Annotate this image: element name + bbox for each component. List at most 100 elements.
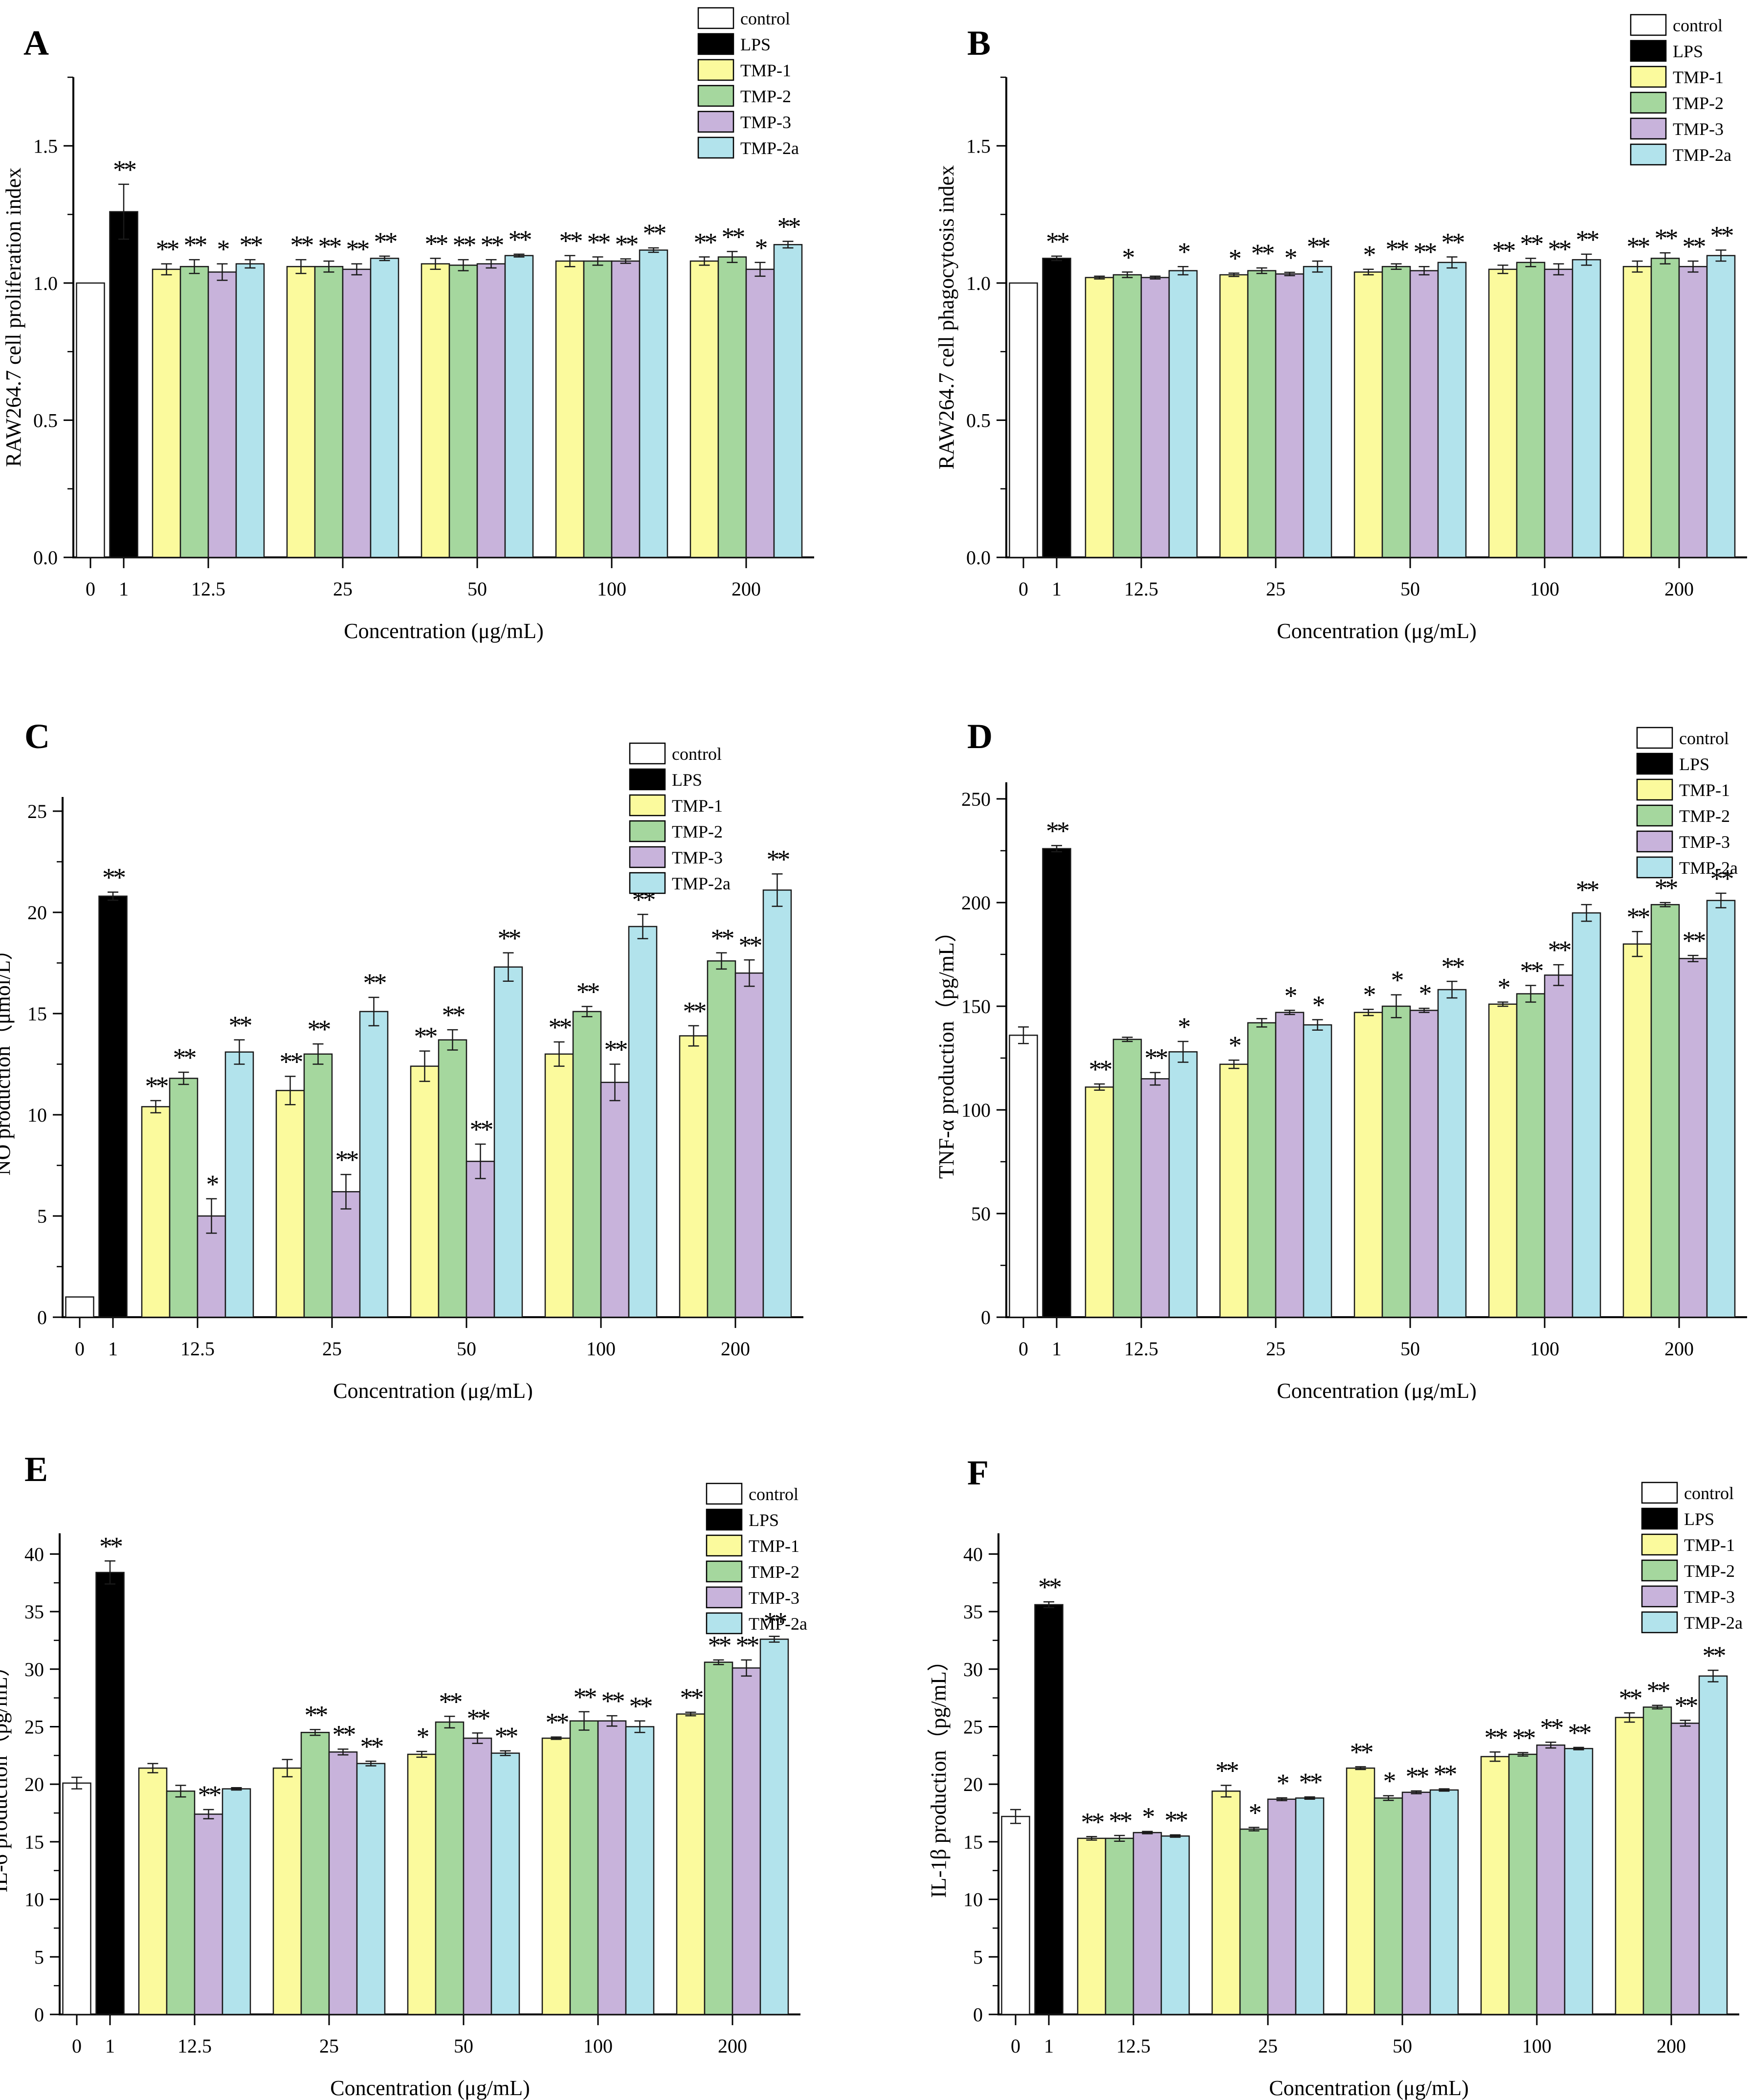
significance-label: ** bbox=[767, 844, 790, 874]
bar-TMP-2 bbox=[717, 256, 747, 558]
legend-swatch-TMP-1 bbox=[697, 59, 734, 81]
significance-label: ** bbox=[1441, 952, 1464, 981]
legend-swatch-TMP-2a bbox=[697, 136, 734, 159]
y-tick-label: 15 bbox=[24, 1831, 44, 1853]
significance-label: ** bbox=[1710, 221, 1733, 250]
significance-label: * bbox=[217, 235, 229, 264]
x-tick-label: 100 bbox=[586, 1338, 616, 1360]
bar-TMP-2a bbox=[1168, 1051, 1198, 1318]
bar-TMP-1 bbox=[1219, 274, 1249, 558]
significance-label: ** bbox=[587, 228, 610, 257]
x-tick-label: 25 bbox=[333, 578, 353, 600]
bar-TMP-1 bbox=[689, 260, 719, 558]
legend-swatch-control bbox=[629, 742, 666, 765]
legend-label: TMP-3 bbox=[1673, 119, 1724, 139]
significance-label: ** bbox=[1548, 935, 1571, 965]
panel-letter: B bbox=[967, 23, 991, 63]
legend-label: TMP-2a bbox=[749, 1614, 807, 1634]
significance-label: * bbox=[1178, 1012, 1190, 1041]
x-tick-label: 100 bbox=[1522, 2035, 1552, 2057]
x-tick-label: 0 bbox=[1011, 2035, 1020, 2057]
significance-label: ** bbox=[173, 1043, 196, 1072]
bar-TMP-2a bbox=[628, 926, 658, 1318]
legend-swatch-LPS bbox=[1630, 40, 1667, 62]
legend-label: TMP-1 bbox=[749, 1536, 799, 1556]
x-axis-title: Concentration (μg/mL) bbox=[333, 1379, 532, 1400]
x-tick-label: 200 bbox=[1664, 1338, 1694, 1360]
x-tick-label: 12.5 bbox=[177, 2035, 212, 2057]
significance-label: * bbox=[1363, 980, 1375, 1009]
bar-TMP-2 bbox=[166, 1791, 196, 2015]
legend-label: TMP-1 bbox=[740, 61, 791, 80]
significance-label: * bbox=[1122, 243, 1134, 272]
legend-label: TMP-2a bbox=[1679, 858, 1738, 878]
significance-label: ** bbox=[722, 222, 745, 251]
significance-label: ** bbox=[708, 1631, 731, 1660]
x-tick-label: 1 bbox=[108, 1338, 118, 1360]
bar-TMP-1 bbox=[676, 1713, 706, 2015]
legend-label: control bbox=[1684, 1483, 1734, 1503]
bar-TMP-2a bbox=[359, 1011, 389, 1318]
x-tick-label: 12.5 bbox=[1124, 578, 1158, 600]
legend-swatch-TMP-2a bbox=[1641, 1611, 1678, 1634]
bar-TMP-1 bbox=[544, 1053, 574, 1318]
bar-TMP-3 bbox=[597, 1720, 627, 2015]
bar-TMP-2a bbox=[1295, 1797, 1325, 2015]
bar-TMP-3 bbox=[1275, 1012, 1305, 1318]
y-tick-label: 30 bbox=[24, 1658, 44, 1680]
bar-TMP-3 bbox=[1536, 1744, 1566, 2015]
x-tick-label: 12.5 bbox=[1116, 2035, 1151, 2057]
legend-swatch-control bbox=[706, 1482, 743, 1505]
legend-swatch-LPS bbox=[1636, 752, 1673, 775]
bar-TMP-3 bbox=[342, 268, 372, 558]
legend-label: TMP-2 bbox=[1673, 93, 1724, 113]
x-axis-title: Concentration (μg/mL) bbox=[1277, 619, 1476, 643]
significance-label: ** bbox=[1576, 875, 1599, 905]
bar-TMP-3 bbox=[328, 1751, 358, 2015]
bar-TMP-3 bbox=[1140, 1078, 1170, 1318]
x-axis-title: Concentration (μg/mL) bbox=[330, 2076, 530, 2100]
x-tick-label: 100 bbox=[1530, 578, 1559, 600]
bar-TMP-2 bbox=[303, 1053, 333, 1318]
y-tick-label: 0 bbox=[34, 2004, 44, 2026]
bar-TMP-3 bbox=[1670, 1723, 1700, 2015]
legend-swatch-TMP-1 bbox=[1641, 1533, 1678, 1556]
significance-label: ** bbox=[1145, 1043, 1168, 1073]
x-tick-label: 12.5 bbox=[191, 578, 225, 600]
significance-label: ** bbox=[604, 1035, 627, 1064]
bar-TMP-3 bbox=[1409, 270, 1439, 558]
significance-label: ** bbox=[711, 924, 734, 953]
panel-B: 0.0 0.5 1.0 1.5 0 1 12.5 25 50 100 200 Concentratio… bbox=[875, 0, 1751, 700]
significance-label: * bbox=[1229, 244, 1241, 273]
legend-label: TMP-2a bbox=[672, 874, 731, 893]
bar-LPS bbox=[98, 895, 128, 1318]
legend-swatch-TMP-1 bbox=[1636, 778, 1673, 801]
legend-label: control bbox=[749, 1484, 798, 1504]
x-tick-label: 25 bbox=[1266, 1338, 1286, 1360]
bar-TMP-2a bbox=[762, 889, 792, 1318]
legend-swatch-TMP-2 bbox=[629, 820, 666, 842]
significance-label: ** bbox=[643, 219, 666, 248]
x-tick-label: 100 bbox=[1530, 1338, 1559, 1360]
y-tick-label: 15 bbox=[963, 1831, 983, 1853]
bar-TMP-3 bbox=[1267, 1798, 1297, 2015]
significance-label: ** bbox=[346, 235, 369, 264]
bar-TMP-2a bbox=[1437, 262, 1467, 558]
y-tick-label: 10 bbox=[24, 1889, 44, 1911]
bar-TMP-2 bbox=[583, 260, 613, 558]
bar-TMP-2a bbox=[490, 1752, 520, 2015]
legend-swatch-TMP-3 bbox=[629, 846, 666, 868]
y-tick-label: 20 bbox=[27, 902, 47, 924]
significance-label: ** bbox=[425, 229, 448, 258]
bar-TMP-3 bbox=[1401, 1791, 1431, 2015]
significance-label: ** bbox=[1046, 816, 1069, 845]
legend-swatch-control bbox=[1636, 727, 1673, 749]
y-axis-title: NO production（μmol/L） bbox=[0, 939, 15, 1175]
legend-swatch-TMP-3 bbox=[1641, 1585, 1678, 1608]
bar-TMP-1 bbox=[1353, 271, 1383, 558]
bar-TMP-2 bbox=[1374, 1797, 1403, 2015]
significance-label: ** bbox=[1386, 235, 1409, 264]
bar-TMP-2 bbox=[438, 1039, 467, 1318]
bar-TMP-1 bbox=[1085, 1086, 1114, 1318]
